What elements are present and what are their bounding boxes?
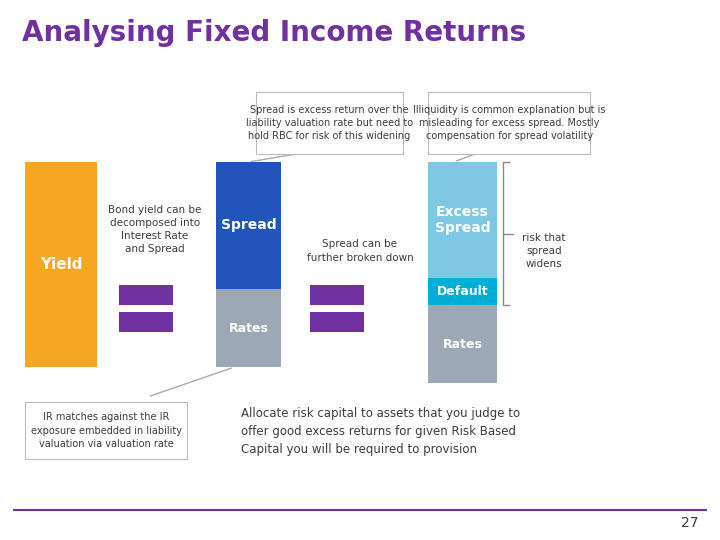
Text: Excess
Spread: Excess Spread xyxy=(435,205,490,235)
Text: Spread can be
further broken down: Spread can be further broken down xyxy=(307,240,413,262)
Text: Analysing Fixed Income Returns: Analysing Fixed Income Returns xyxy=(22,19,526,47)
Text: Spread: Spread xyxy=(220,219,276,232)
Text: risk that
spread
widens: risk that spread widens xyxy=(522,233,565,269)
FancyBboxPatch shape xyxy=(216,162,281,289)
Text: Spread is excess return over the
liability valuation rate but need to
hold RBC f: Spread is excess return over the liabili… xyxy=(246,105,413,141)
FancyBboxPatch shape xyxy=(310,285,364,305)
FancyBboxPatch shape xyxy=(428,305,497,383)
Text: Illiquidity is common explanation but is
misleading for excess spread. Mostly
co: Illiquidity is common explanation but is… xyxy=(413,105,606,141)
FancyBboxPatch shape xyxy=(428,92,590,154)
FancyBboxPatch shape xyxy=(25,402,187,459)
FancyBboxPatch shape xyxy=(428,162,497,278)
Text: Rates: Rates xyxy=(228,321,269,335)
FancyBboxPatch shape xyxy=(216,289,281,367)
FancyBboxPatch shape xyxy=(119,285,173,305)
Text: Yield: Yield xyxy=(40,257,83,272)
FancyBboxPatch shape xyxy=(25,162,97,367)
Text: Rates: Rates xyxy=(443,338,482,351)
Text: Default: Default xyxy=(437,285,488,298)
FancyBboxPatch shape xyxy=(256,92,403,154)
Text: Allocate risk capital to assets that you judge to
offer good excess returns for : Allocate risk capital to assets that you… xyxy=(241,408,521,456)
Text: Bond yield can be
decomposed into
Interest Rate
and Spread: Bond yield can be decomposed into Intere… xyxy=(108,205,202,254)
FancyBboxPatch shape xyxy=(119,312,173,332)
FancyBboxPatch shape xyxy=(428,278,497,305)
FancyBboxPatch shape xyxy=(310,312,364,332)
Text: 27: 27 xyxy=(681,516,698,530)
Text: IR matches against the IR
exposure embedded in liability
valuation via valuation: IR matches against the IR exposure embed… xyxy=(31,413,181,449)
